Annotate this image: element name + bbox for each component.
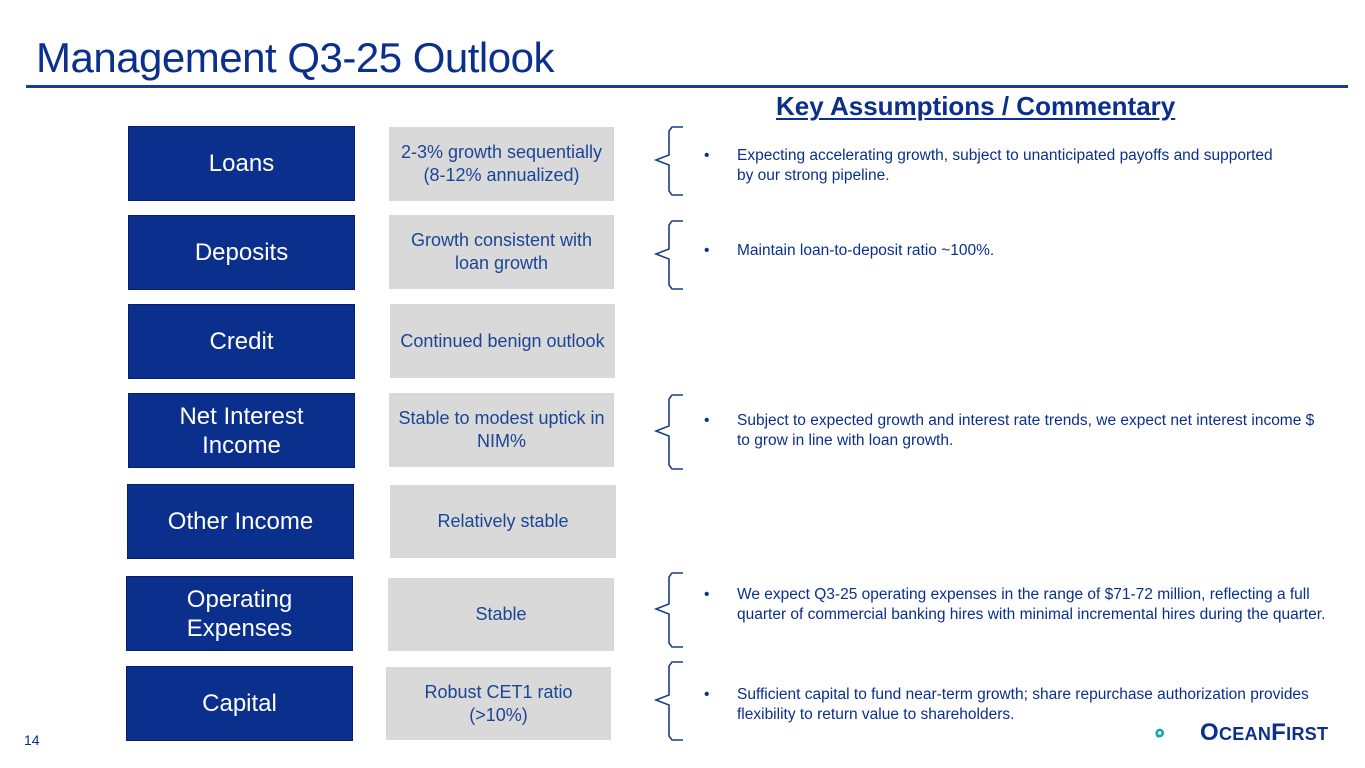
logo-letter: F (1271, 719, 1287, 746)
outlook-net-interest-income: Stable to modest uptick in NIM% (389, 393, 614, 467)
outlook-loans: 2-3% growth sequentially (8-12% annualiz… (389, 127, 614, 201)
outlook-deposits: Growth consistent with loan growth (389, 215, 614, 289)
commentary-text: Sufficient capital to fund near-term gro… (737, 686, 1309, 723)
bullet-marker: • (704, 412, 710, 429)
category-net-interest-income: Net Interest Income (128, 393, 355, 468)
outlook-operating-expenses: Stable (388, 578, 614, 651)
commentary-loans: • Expecting accelerating growth, subject… (704, 146, 1354, 186)
brace-capital (653, 661, 683, 741)
category-capital: Capital (126, 666, 353, 741)
commentary-text: Subject to expected growth and interest … (737, 412, 1315, 449)
commentary-net-interest-income: • Subject to expected growth and interes… (704, 411, 1354, 451)
bullet-marker: • (704, 686, 710, 703)
brace-net-interest-income (653, 394, 683, 470)
oceanfirst-logo-mark-icon (1155, 728, 1165, 738)
bullet-marker: • (704, 586, 710, 603)
brace-loans (653, 126, 683, 196)
outlook-credit: Continued benign outlook (390, 304, 615, 378)
brace-operating-expenses (653, 572, 683, 648)
logo-letters: CEAN (1218, 724, 1272, 744)
category-deposits: Deposits (128, 215, 355, 290)
bullet-marker: • (704, 147, 710, 164)
category-loans: Loans (128, 126, 355, 201)
category-operating-expenses: Operating Expenses (126, 576, 353, 651)
commentary-capital: • Sufficient capital to fund near-term g… (704, 685, 1354, 725)
logo-letters: IRST (1286, 724, 1329, 744)
category-credit: Credit (128, 304, 355, 379)
commentary-deposits: • Maintain loan-to-deposit ratio ~100%. (704, 241, 1354, 261)
commentary-text: Maintain loan-to-deposit ratio ~100%. (737, 242, 995, 259)
commentary-operating-expenses: • We expect Q3-25 operating expenses in … (704, 585, 1354, 625)
page-number: 14 (24, 732, 40, 748)
bullet-marker: • (704, 242, 710, 259)
brace-deposits (653, 220, 683, 290)
logo-letter: O (1200, 719, 1219, 746)
slide-title: Management Q3-25 Outlook (36, 34, 554, 81)
outlook-capital: Robust CET1 ratio (>10%) (386, 667, 611, 740)
commentary-text: Expecting accelerating growth, subject t… (737, 147, 1273, 184)
commentary-text: We expect Q3-25 operating expenses in th… (737, 586, 1326, 623)
oceanfirst-logo-wordmark: OCEANFIRST (1200, 719, 1328, 747)
outlook-other-income: Relatively stable (390, 485, 616, 558)
commentary-heading: Key Assumptions / Commentary (776, 91, 1176, 121)
title-divider (26, 85, 1348, 88)
category-other-income: Other Income (127, 484, 354, 559)
